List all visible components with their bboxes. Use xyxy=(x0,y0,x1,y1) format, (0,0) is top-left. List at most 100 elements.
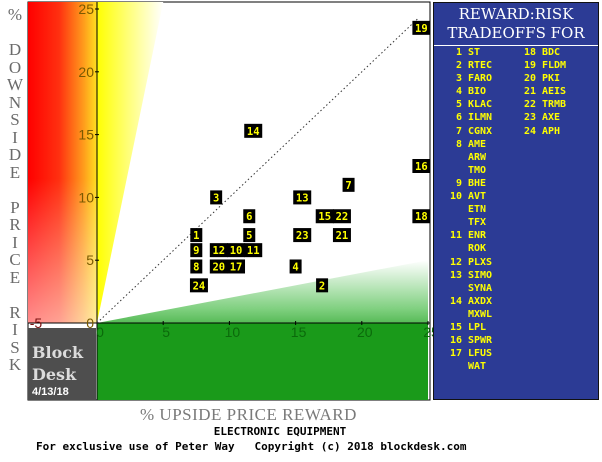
y-axis-label-letter: P xyxy=(10,197,20,217)
point-marker-22 xyxy=(332,209,351,224)
legend-row: 5 KLAC xyxy=(440,98,492,111)
y-tick-label: 15 xyxy=(78,127,94,143)
caution-zone-yellow xyxy=(97,2,164,323)
legend-ticker: TRMB xyxy=(542,99,567,111)
legend-row: 18 BDC xyxy=(514,46,566,59)
point-label-1: 1 xyxy=(193,230,199,242)
point-marker-21 xyxy=(332,228,351,243)
ticker-legend: REWARD:RISK TRADEOFFS FOR 1 ST 2 RTEC 3 FARO 4… xyxy=(433,2,599,400)
y-tick-label: 25 xyxy=(78,1,94,17)
reward-zone-floor xyxy=(97,323,428,400)
legend-row: 21 AEIS xyxy=(514,85,566,98)
point-label-22: 22 xyxy=(336,211,349,223)
legend-title-line2: TRADEOFFS FOR xyxy=(447,24,585,42)
legend-number: 19 xyxy=(523,60,536,72)
legend-number: 12 xyxy=(449,256,462,268)
y-axis-label-letter: E xyxy=(9,267,21,287)
legend-row: 9 BHE xyxy=(440,177,492,190)
point-marker-8 xyxy=(190,259,203,274)
legend-ticker: SPWR xyxy=(468,335,493,347)
x-tick-label: 15 xyxy=(291,324,307,340)
blockdesk-logo: Block Desk 4/13/18 xyxy=(28,328,96,400)
y-tick-label: 0 xyxy=(86,315,94,331)
logo-line1: Block xyxy=(32,343,84,362)
legend-ticker: RTEC xyxy=(468,60,493,72)
legend-number: 9 xyxy=(455,177,462,189)
legend-ticker: MXWL xyxy=(468,308,493,320)
legend-row: 11 ENR xyxy=(440,229,492,242)
y-axis-label-letter: I xyxy=(12,127,18,147)
point-marker-10 xyxy=(227,243,246,258)
y-axis-label-letter: S xyxy=(10,110,20,129)
legend-row: 2 RTEC xyxy=(440,59,492,72)
x-tick-label: 5 xyxy=(162,324,170,340)
legend-ticker: APH xyxy=(542,125,561,137)
legend-ticker: KLAC xyxy=(468,99,493,111)
chart-subtitle: ELECTRONIC EQUIPMENT xyxy=(213,425,347,438)
legend-ticker: ETN xyxy=(468,204,487,216)
point-marker-14 xyxy=(244,123,263,138)
legend-ticker: ARW xyxy=(468,151,487,163)
legend-title: REWARD:RISK TRADEOFFS FOR xyxy=(434,5,598,43)
legend-number: 2 xyxy=(455,60,462,72)
legend-row: MXWL xyxy=(440,308,492,321)
legend-row: 13 SIMO xyxy=(440,269,492,282)
legend-divider xyxy=(434,45,598,46)
point-label-13: 13 xyxy=(296,192,309,204)
point-label-11: 11 xyxy=(247,245,260,257)
legend-ticker: BHE xyxy=(468,177,487,189)
legend-row: 3 FARO xyxy=(440,72,492,85)
y-tick-label: 5 xyxy=(86,252,94,268)
legend-ticker: FLDM xyxy=(542,60,567,72)
point-label-21: 21 xyxy=(336,230,349,242)
y-axis-label: % D O W N S I D E P R I C E R I S K xyxy=(4,6,26,374)
point-label-9: 9 xyxy=(193,245,199,257)
point-marker-24 xyxy=(189,278,208,293)
point-label-20: 20 xyxy=(212,261,225,273)
point-label-14: 14 xyxy=(247,126,260,138)
legend-row: SYNA xyxy=(440,282,492,295)
point-label-19: 19 xyxy=(415,23,428,35)
legend-row: ARW xyxy=(440,151,492,164)
y-axis-label-letter: D xyxy=(8,145,22,164)
legend-row: 23 AXE xyxy=(514,111,566,124)
y-axis-label-letter: O xyxy=(8,57,22,77)
legend-number: 10 xyxy=(449,191,462,203)
legend-ticker: ILMN xyxy=(468,112,493,124)
point-marker-6 xyxy=(243,209,256,224)
point-label-4: 4 xyxy=(292,261,298,273)
legend-ticker: AEIS xyxy=(542,86,567,98)
legend-row: TFX xyxy=(440,216,492,229)
legend-ticker: TMO xyxy=(468,164,487,176)
legend-ticker: AXDX xyxy=(468,295,493,307)
legend-ticker: WAT xyxy=(468,361,487,373)
y-tick-label: 20 xyxy=(78,64,94,80)
legend-number: 16 xyxy=(449,335,462,347)
y-tick-label: 10 xyxy=(78,189,94,205)
legend-row: 7 CGNX xyxy=(440,125,492,138)
y-axis-label-letter: I xyxy=(12,320,18,339)
legend-ticker: PLXS xyxy=(468,256,493,268)
point-marker-19 xyxy=(412,20,431,35)
point-marker-15 xyxy=(315,209,334,224)
legend-number: 6 xyxy=(455,112,462,124)
legend-left-column: 1 ST 2 RTEC 3 FARO 4 BIO 5 KLAC 6 ILMN 7 CGNX 8 AME ARW T… xyxy=(440,46,492,373)
legend-number: 14 xyxy=(449,295,462,307)
legend-row: 4 BIO xyxy=(440,85,492,98)
legend-number: 11 xyxy=(449,230,462,242)
legend-number: 22 xyxy=(523,99,536,111)
x-tick-label: 0 xyxy=(96,324,104,340)
point-label-8: 8 xyxy=(193,261,199,273)
point-label-15: 15 xyxy=(318,211,331,223)
legend-ticker: BIO xyxy=(468,86,487,98)
point-marker-17 xyxy=(227,259,246,274)
x-tick-label: 10 xyxy=(225,324,241,340)
legend-number: 3 xyxy=(455,73,462,85)
legend-number: 5 xyxy=(455,99,462,111)
legend-ticker: LFUS xyxy=(468,348,493,360)
legend-number: 4 xyxy=(455,86,462,98)
legend-row: 19 FLDM xyxy=(514,59,566,72)
point-marker-7 xyxy=(342,177,355,192)
point-marker-3 xyxy=(210,190,223,205)
